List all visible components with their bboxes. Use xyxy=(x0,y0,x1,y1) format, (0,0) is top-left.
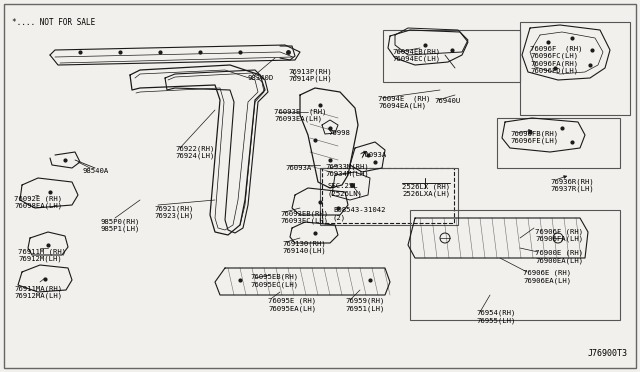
Text: 76911M (RH)
76912M(LH): 76911M (RH) 76912M(LH) xyxy=(18,248,66,262)
Text: 76096F  (RH)
76096FC(LH)
76096FA(RH)
76096FD(LH): 76096F (RH) 76096FC(LH) 76096FA(RH) 7609… xyxy=(530,45,582,74)
Text: 76093EB(RH)
76093EC(LH): 76093EB(RH) 76093EC(LH) xyxy=(280,210,328,224)
Text: 76959(RH)
76951(LH): 76959(RH) 76951(LH) xyxy=(345,298,385,312)
Bar xyxy=(497,118,620,168)
Text: 76933M(RH)
76934M(LH): 76933M(RH) 76934M(LH) xyxy=(325,163,369,177)
Text: 76913P(RH)
76914P(LH): 76913P(RH) 76914P(LH) xyxy=(288,68,332,82)
Bar xyxy=(520,22,630,115)
Text: B08543-31042
(2): B08543-31042 (2) xyxy=(333,207,385,221)
Bar xyxy=(322,168,454,223)
Text: 76093A: 76093A xyxy=(285,165,311,171)
Text: 76094E  (RH)
76094EA(LH): 76094E (RH) 76094EA(LH) xyxy=(378,95,431,109)
Text: J76900T3: J76900T3 xyxy=(588,349,628,358)
Text: 76936R(RH)
76937R(LH): 76936R(RH) 76937R(LH) xyxy=(550,178,594,192)
Text: 76095E (RH)
76095EA(LH): 76095E (RH) 76095EA(LH) xyxy=(268,298,316,312)
Text: 76900E (RH)
76900EA(LH): 76900E (RH) 76900EA(LH) xyxy=(535,250,583,264)
Text: 985P0(RH)
985P1(LH): 985P0(RH) 985P1(LH) xyxy=(100,218,140,232)
Text: 98340D: 98340D xyxy=(248,75,275,81)
Text: 76922(RH)
76924(LH): 76922(RH) 76924(LH) xyxy=(175,145,214,159)
Text: 769130(RH)
769140(LH): 769130(RH) 769140(LH) xyxy=(282,240,326,254)
Text: SEC.25L
(2526LN): SEC.25L (2526LN) xyxy=(328,183,363,196)
Text: 76911MA(RH)
76912MA(LH): 76911MA(RH) 76912MA(LH) xyxy=(14,285,62,299)
Text: 76998: 76998 xyxy=(328,130,350,136)
Text: 76940U: 76940U xyxy=(434,98,460,104)
Text: 76096FB(RH)
76096FE(LH): 76096FB(RH) 76096FE(LH) xyxy=(510,130,558,144)
Text: 76092E (RH)
76098EA(LH): 76092E (RH) 76098EA(LH) xyxy=(14,195,62,209)
Text: 2526LX (RH)
2526LXA(LH): 2526LX (RH) 2526LXA(LH) xyxy=(402,183,450,197)
Text: 76093E  (RH)
76093EA(LH): 76093E (RH) 76093EA(LH) xyxy=(274,108,326,122)
Text: 76095EB(RH)
76095EC(LH): 76095EB(RH) 76095EC(LH) xyxy=(250,274,298,288)
Text: 76954(RH)
76955(LH): 76954(RH) 76955(LH) xyxy=(476,310,515,324)
Bar xyxy=(383,30,520,82)
Text: 98540A: 98540A xyxy=(82,168,108,174)
Text: 76093A: 76093A xyxy=(360,152,387,158)
Bar xyxy=(410,210,620,320)
Bar xyxy=(320,168,458,225)
Text: 76906E (RH)
76906EA(LH): 76906E (RH) 76906EA(LH) xyxy=(523,270,571,284)
Text: 76906F (RH)
76906FA(LH): 76906F (RH) 76906FA(LH) xyxy=(535,228,583,242)
Text: *.... NOT FOR SALE: *.... NOT FOR SALE xyxy=(12,18,95,27)
Text: 76094EB(RH)
76094EC(LH): 76094EB(RH) 76094EC(LH) xyxy=(392,48,440,62)
Text: 76921(RH)
76923(LH): 76921(RH) 76923(LH) xyxy=(154,205,193,219)
